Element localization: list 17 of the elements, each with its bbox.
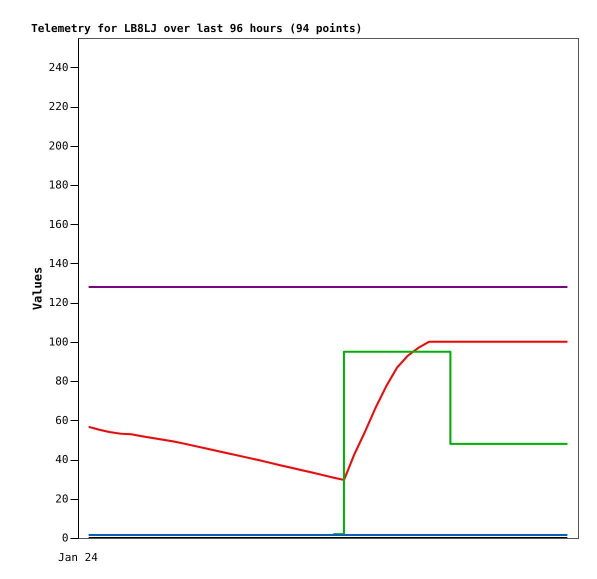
y-tick-label: 0	[62, 532, 68, 544]
y-axis-title: Values	[30, 266, 45, 310]
y-tick-label: 120	[48, 296, 68, 310]
y-tick-label: 100	[48, 335, 68, 348]
y-tick-label: 40	[55, 453, 68, 466]
chart-title: Telemetry for LB8LJ over last 96 hours (94 points)	[31, 22, 362, 35]
y-tick-label: 60	[55, 414, 68, 427]
line-series	[88, 340, 568, 481]
y-tick-label: 140	[48, 256, 68, 270]
y-tick-label: 220	[48, 100, 68, 114]
y-tick-label: 240	[48, 60, 68, 74]
y-tick-label: 20	[55, 492, 68, 506]
text: Jan 24	[58, 551, 98, 564]
y-tick-label: 180	[48, 178, 68, 192]
y-tick-label: 200	[48, 139, 68, 152]
y-tick-label: 160	[48, 218, 68, 231]
y-tick-label: 80	[55, 374, 68, 388]
